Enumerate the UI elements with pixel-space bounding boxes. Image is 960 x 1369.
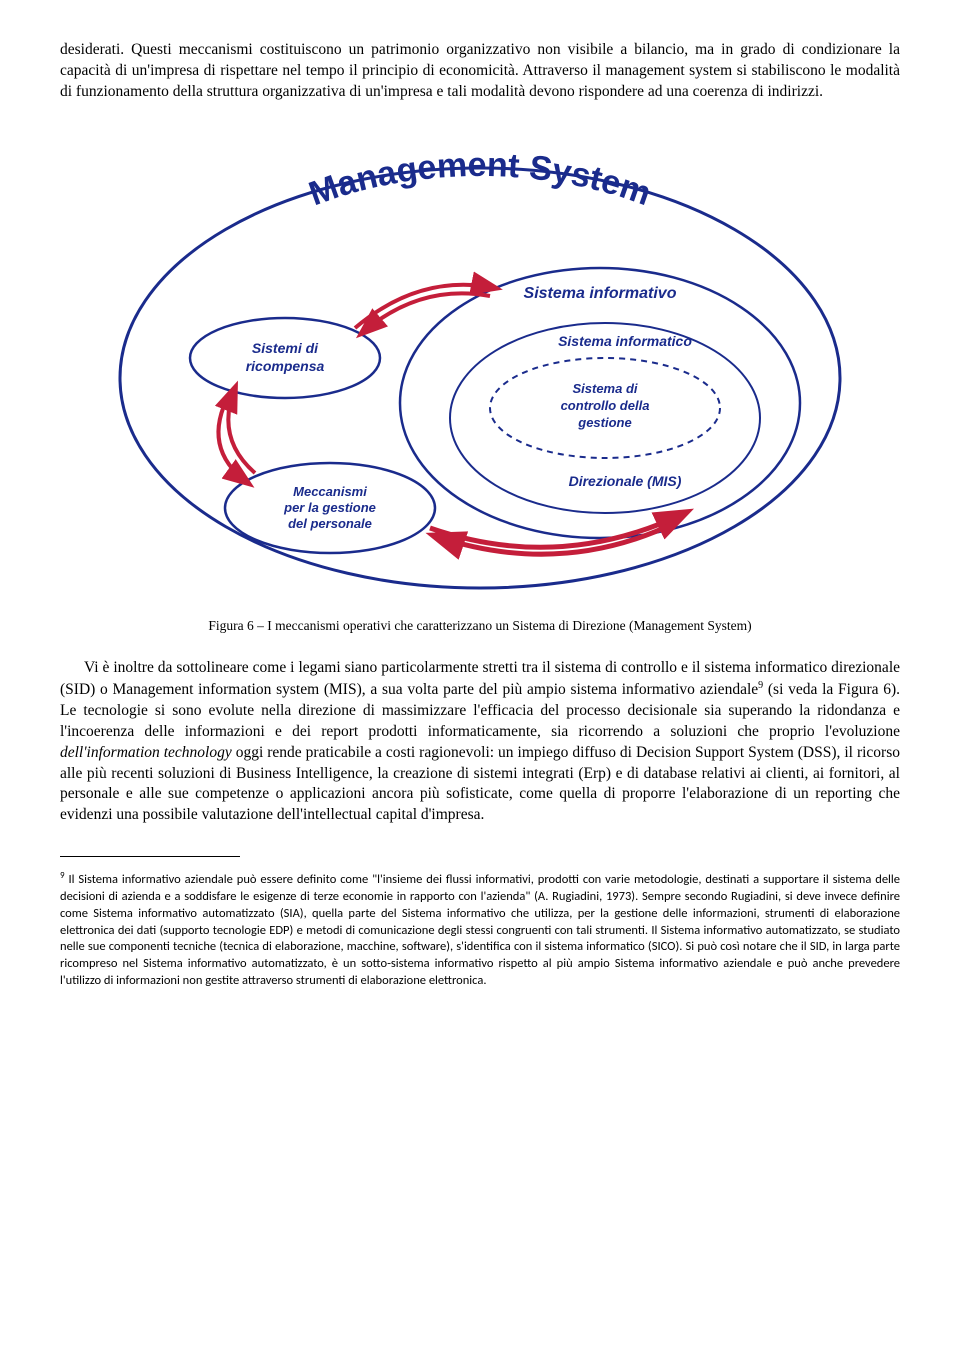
para2-italic: dell'information technology xyxy=(60,744,232,761)
meccanismi-personale-label-1: Meccanismi xyxy=(293,484,367,499)
paragraph-1: desiderati. Questi meccanismi costituisc… xyxy=(60,40,900,103)
figure-caption: Figura 6 – I meccanismi operativi che ca… xyxy=(60,618,900,634)
management-system-diagram: Management System Sistema informativo Si… xyxy=(100,128,860,598)
diagram-container: Management System Sistema informativo Si… xyxy=(60,128,900,598)
controllo-gestione-label-1: Sistema di xyxy=(572,381,637,396)
sistemi-ricompensa-label-1: Sistemi di xyxy=(252,340,319,356)
footnote-text: 9 Il Sistema informativo aziendale può e… xyxy=(60,870,900,990)
footnote-separator xyxy=(60,856,240,857)
meccanismi-personale-label-2: per la gestione xyxy=(283,500,376,515)
controllo-gestione-label-3: gestione xyxy=(577,415,631,430)
direzionale-mis-label: Direzionale (MIS) xyxy=(569,473,682,489)
controllo-gestione-label-2: controllo della xyxy=(561,398,650,413)
sistema-informatico-label: Sistema informatico xyxy=(558,333,692,349)
paragraph-2: Vi è inoltre da sottolineare come i lega… xyxy=(60,658,900,827)
sistemi-ricompensa-label-2: ricompensa xyxy=(246,358,325,374)
footnote-body: Il Sistema informativo aziendale può ess… xyxy=(60,872,900,988)
sistema-informativo-label: Sistema informativo xyxy=(524,285,677,302)
meccanismi-personale-label-3: del personale xyxy=(288,516,372,531)
